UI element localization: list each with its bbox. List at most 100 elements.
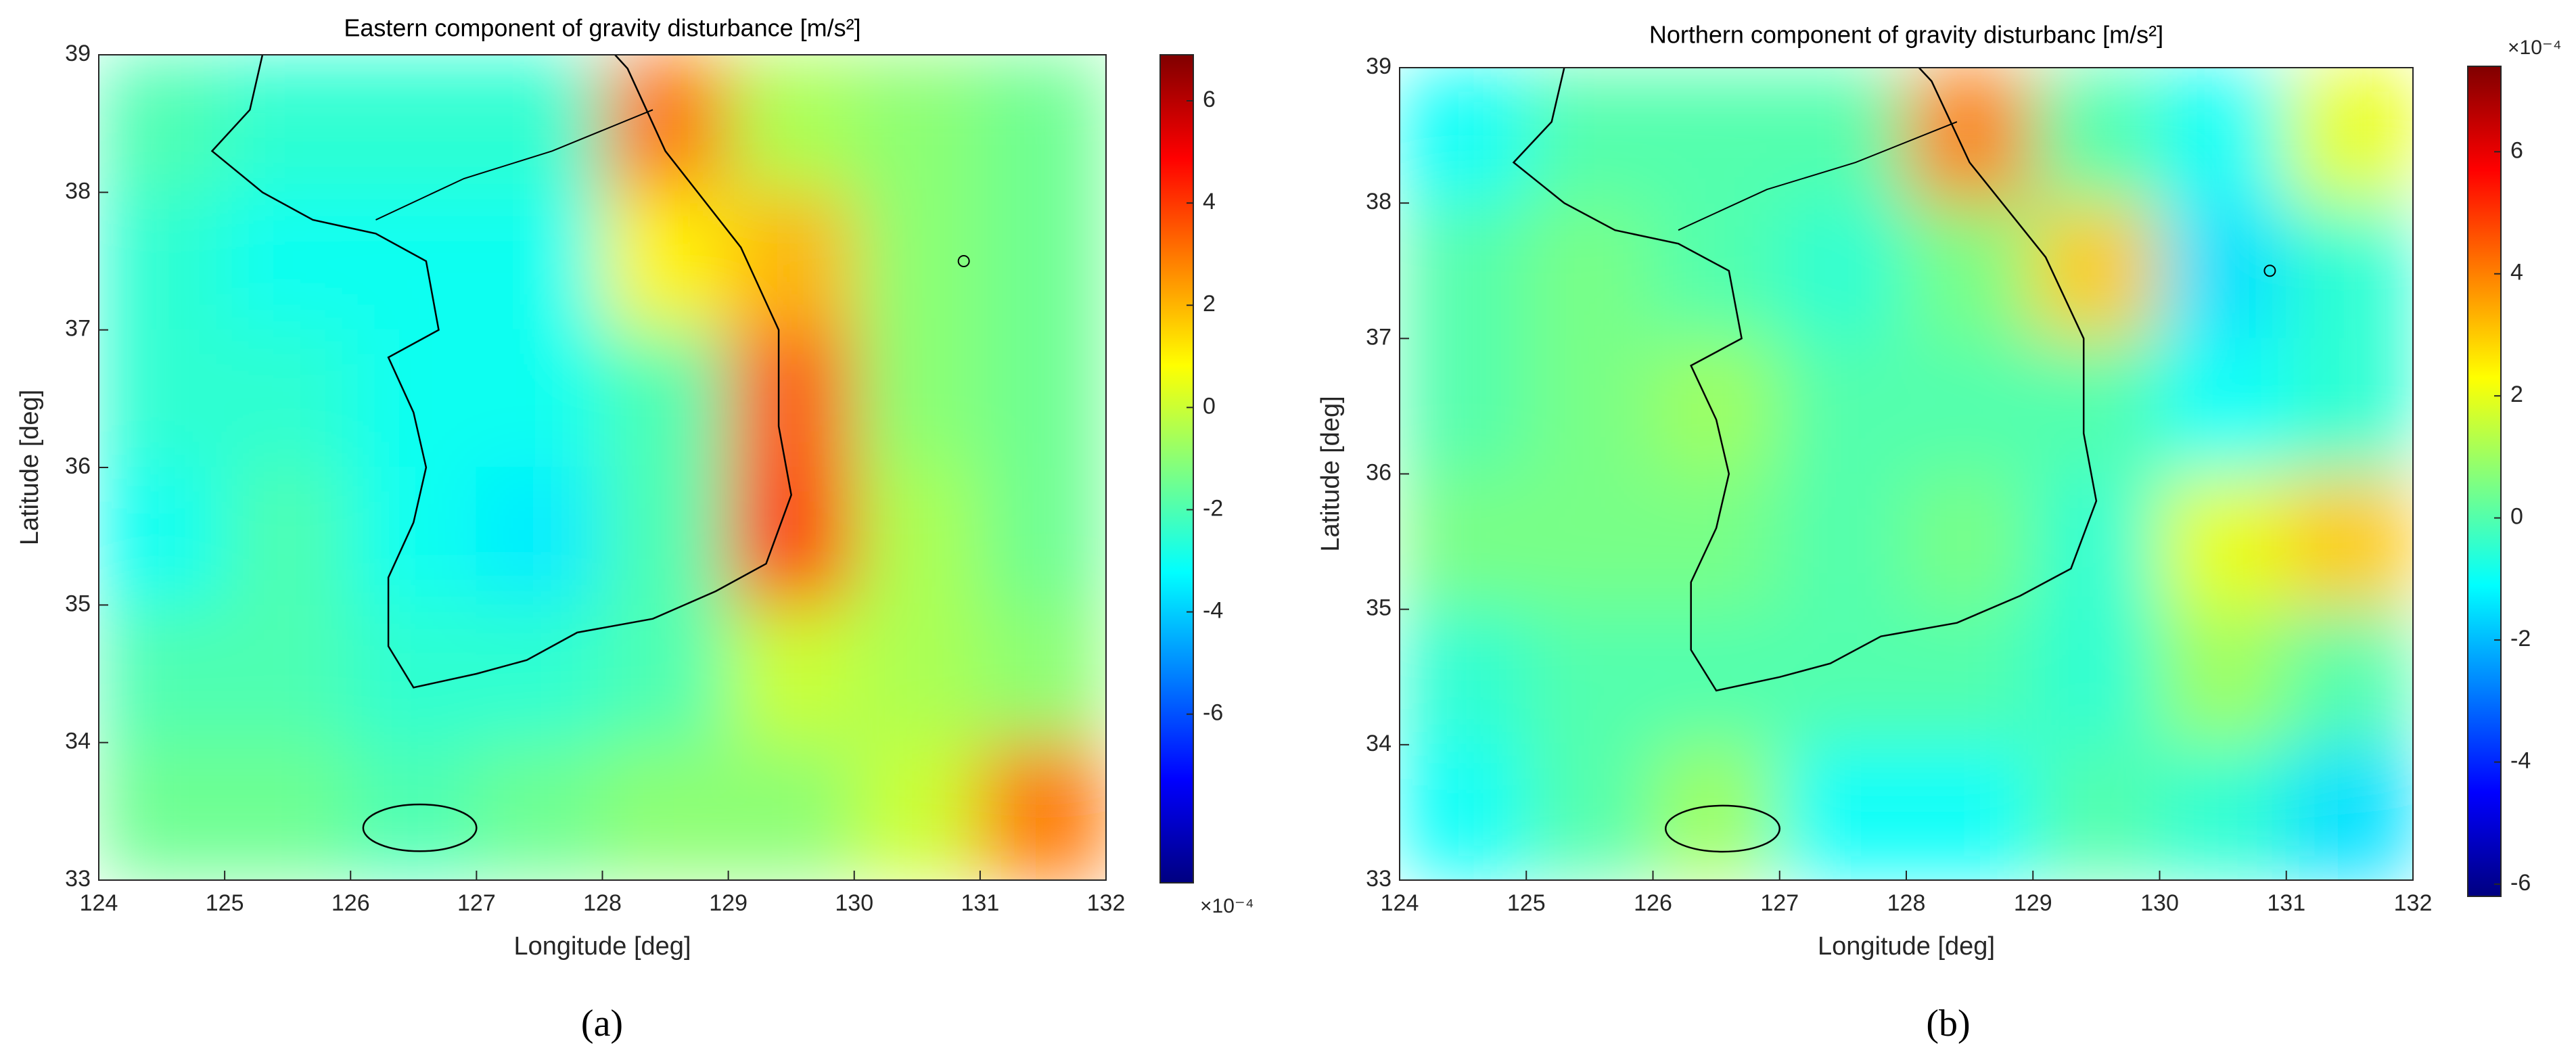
- heatmap-cell: [1652, 743, 1780, 880]
- heatmap-cell: [853, 467, 981, 606]
- chart-title: Eastern component of gravity disturbance…: [344, 14, 860, 42]
- heatmap-cell: [1778, 473, 1907, 610]
- heatmap-cell: [853, 191, 981, 331]
- heatmap-cell: [1778, 743, 1907, 880]
- x-tick-label: 126: [1634, 890, 1672, 916]
- heatmap-cell: [979, 467, 1106, 606]
- heatmap-cell: [1906, 473, 2034, 610]
- y-axis-label: Latitude [deg]: [16, 390, 44, 545]
- heatmap-cell: [1652, 473, 1780, 610]
- heatmap-cell: [350, 329, 478, 468]
- coastline: [1512, 68, 2098, 692]
- x-tick-label: 128: [1887, 890, 1926, 916]
- heatmap-cell: [727, 329, 855, 468]
- heatmap-cell: [2032, 743, 2161, 880]
- heatmap-cell: [2285, 338, 2413, 475]
- y-tick-label: 33: [65, 866, 91, 892]
- heatmap-cell: [1400, 473, 1527, 610]
- heatmap-cell: [350, 604, 478, 743]
- colorbar: [2467, 66, 2502, 897]
- heatmap-cell: [1525, 338, 1654, 475]
- heatmap-cell: [727, 191, 855, 331]
- caption: (b): [1926, 1003, 1970, 1044]
- heatmap-cell: [224, 55, 352, 193]
- heatmap-cell: [1652, 338, 1780, 475]
- heatmap-cell: [1652, 202, 1780, 340]
- y-tick-label: 36: [1366, 459, 1392, 485]
- heatmap-cells: [99, 55, 1106, 880]
- heatmap-cell: [1778, 68, 1907, 204]
- x-tick-label: 126: [331, 890, 370, 916]
- colorbar-tick-label: 2: [2510, 382, 2523, 407]
- heatmap-cell: [476, 604, 603, 743]
- x-tick-label: 124: [1381, 890, 1419, 916]
- heatmap-cell: [2159, 338, 2287, 475]
- heatmap-cell: [1778, 608, 1907, 745]
- heatmap-cell: [601, 55, 729, 193]
- heatmap-cell: [99, 741, 226, 880]
- colorbar-exponent: ×10⁻⁴: [2508, 37, 2562, 59]
- heatmap-cell: [727, 467, 855, 606]
- heatmap-cell: [853, 604, 981, 743]
- heatmap-cell: [1400, 608, 1527, 745]
- chart-title: Northern component of gravity disturbanc…: [1649, 21, 2163, 49]
- heatmap-cell: [853, 329, 981, 468]
- ulleung-island: [2263, 265, 2276, 277]
- y-tick-label: 38: [65, 178, 91, 204]
- heatmap-cell: [2159, 743, 2287, 880]
- y-tick-label: 38: [1366, 189, 1392, 214]
- caption: (a): [581, 1003, 623, 1044]
- colorbar-tick-label: -6: [2510, 870, 2531, 896]
- heatmap-cell: [601, 741, 729, 880]
- heatmap-cell: [350, 467, 478, 606]
- heatmap-cell: [99, 191, 226, 331]
- heatmap-cell: [350, 191, 478, 331]
- heatmap-cell: [979, 329, 1106, 468]
- heatmap-cell: [2032, 338, 2161, 475]
- heatmap-cell: [727, 604, 855, 743]
- heatmap-cell: [853, 55, 981, 193]
- heatmap-cell: [224, 329, 352, 468]
- heatmap-cell: [727, 55, 855, 193]
- heatmap-cell: [1906, 68, 2034, 204]
- colorbar-tick-label: -2: [1203, 495, 1223, 521]
- x-tick-label: 129: [709, 890, 748, 916]
- x-tick-label: 132: [1087, 890, 1126, 916]
- y-tick-label: 35: [65, 591, 91, 616]
- x-tick-label: 125: [1507, 890, 1546, 916]
- heatmap-cell: [476, 741, 603, 880]
- heatmap-cell: [2285, 608, 2413, 745]
- heatmap-cell: [2159, 473, 2287, 610]
- heatmap-cell: [1400, 68, 1527, 204]
- x-axis-label: Longitude [deg]: [513, 932, 691, 961]
- heatmap-cells: [1400, 68, 2413, 880]
- heatmap-cell: [979, 191, 1106, 331]
- heatmap-cell: [2285, 202, 2413, 340]
- heatmap-cell: [476, 329, 603, 468]
- colorbar-tick-label: -6: [1203, 700, 1223, 726]
- x-tick-label: 131: [2267, 890, 2305, 916]
- y-tick-label: 39: [65, 41, 91, 66]
- heatmap-cell: [601, 467, 729, 606]
- y-tick-label: 39: [1366, 53, 1392, 79]
- heatmap-cell: [476, 55, 603, 193]
- colorbar-tick-label: 0: [2510, 504, 2523, 530]
- heatmap-cell: [1525, 68, 1654, 204]
- jeju-island: [362, 803, 478, 852]
- heatmap-cell: [1400, 202, 1527, 340]
- y-tick-label: 36: [65, 453, 91, 479]
- heatmap-cell: [476, 191, 603, 331]
- heatmap-cell: [601, 604, 729, 743]
- heatmap-cell: [1652, 68, 1780, 204]
- heatmap-cell: [224, 604, 352, 743]
- colorbar-tick-label: 6: [2510, 137, 2523, 163]
- chart: 124 125 126 127 128 129 130 131 132 33 34 35 36 37 38 3…: [1316, 21, 2562, 1044]
- heatmap-cell: [1525, 608, 1654, 745]
- heatmap-cell: [476, 467, 603, 606]
- heatmap-cell: [979, 741, 1106, 880]
- border-line: [1678, 121, 1958, 231]
- y-tick-label: 37: [65, 316, 91, 342]
- colorbar-tick-label: -2: [2510, 626, 2531, 651]
- colorbar: [1159, 54, 1194, 883]
